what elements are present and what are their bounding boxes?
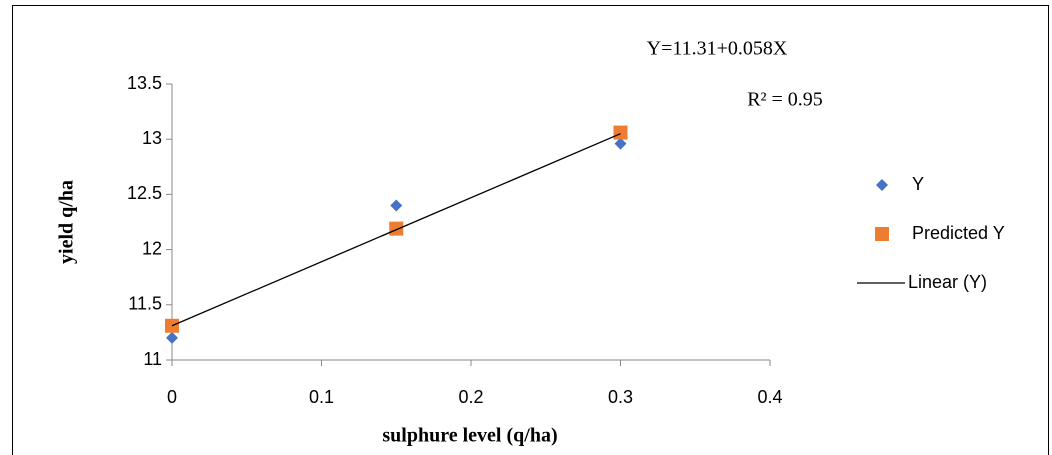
x-tick-label: 0.3	[608, 387, 633, 407]
legend-label: Predicted Y	[912, 223, 1005, 243]
x-tick-label: 0.2	[458, 387, 483, 407]
x-tick-label: 0.4	[757, 387, 782, 407]
y-axis-title: yield q/ha	[56, 180, 78, 264]
y-tick-label: 11.5	[128, 294, 162, 314]
legend-label: Linear (Y)	[908, 272, 987, 292]
square-point	[613, 125, 628, 140]
y-tick-label: 12.5	[127, 183, 162, 203]
x-tick-label: 0	[167, 387, 177, 407]
diamond-point	[614, 137, 627, 150]
y-tick-label: 12	[142, 238, 162, 258]
diamond-point	[166, 331, 178, 344]
square-point	[389, 221, 404, 236]
x-axis-title: sulphure level (q/ha)	[382, 425, 557, 447]
y-tick-label: 13	[142, 128, 162, 148]
chart-frame	[12, 5, 1049, 455]
legend-marker	[875, 227, 889, 241]
equation-annotation: Y=11.31+0.058X	[647, 38, 788, 60]
trend-line	[171, 133, 621, 327]
y-tick-label: 11	[143, 349, 162, 369]
legend-label: Y	[912, 174, 924, 194]
y-tick-label: 13.5	[127, 73, 162, 93]
x-tick-label: 0.1	[309, 387, 334, 407]
legend-marker	[876, 179, 888, 191]
diamond-point	[390, 199, 403, 212]
r2-annotation: R² = 0.95	[747, 89, 823, 111]
